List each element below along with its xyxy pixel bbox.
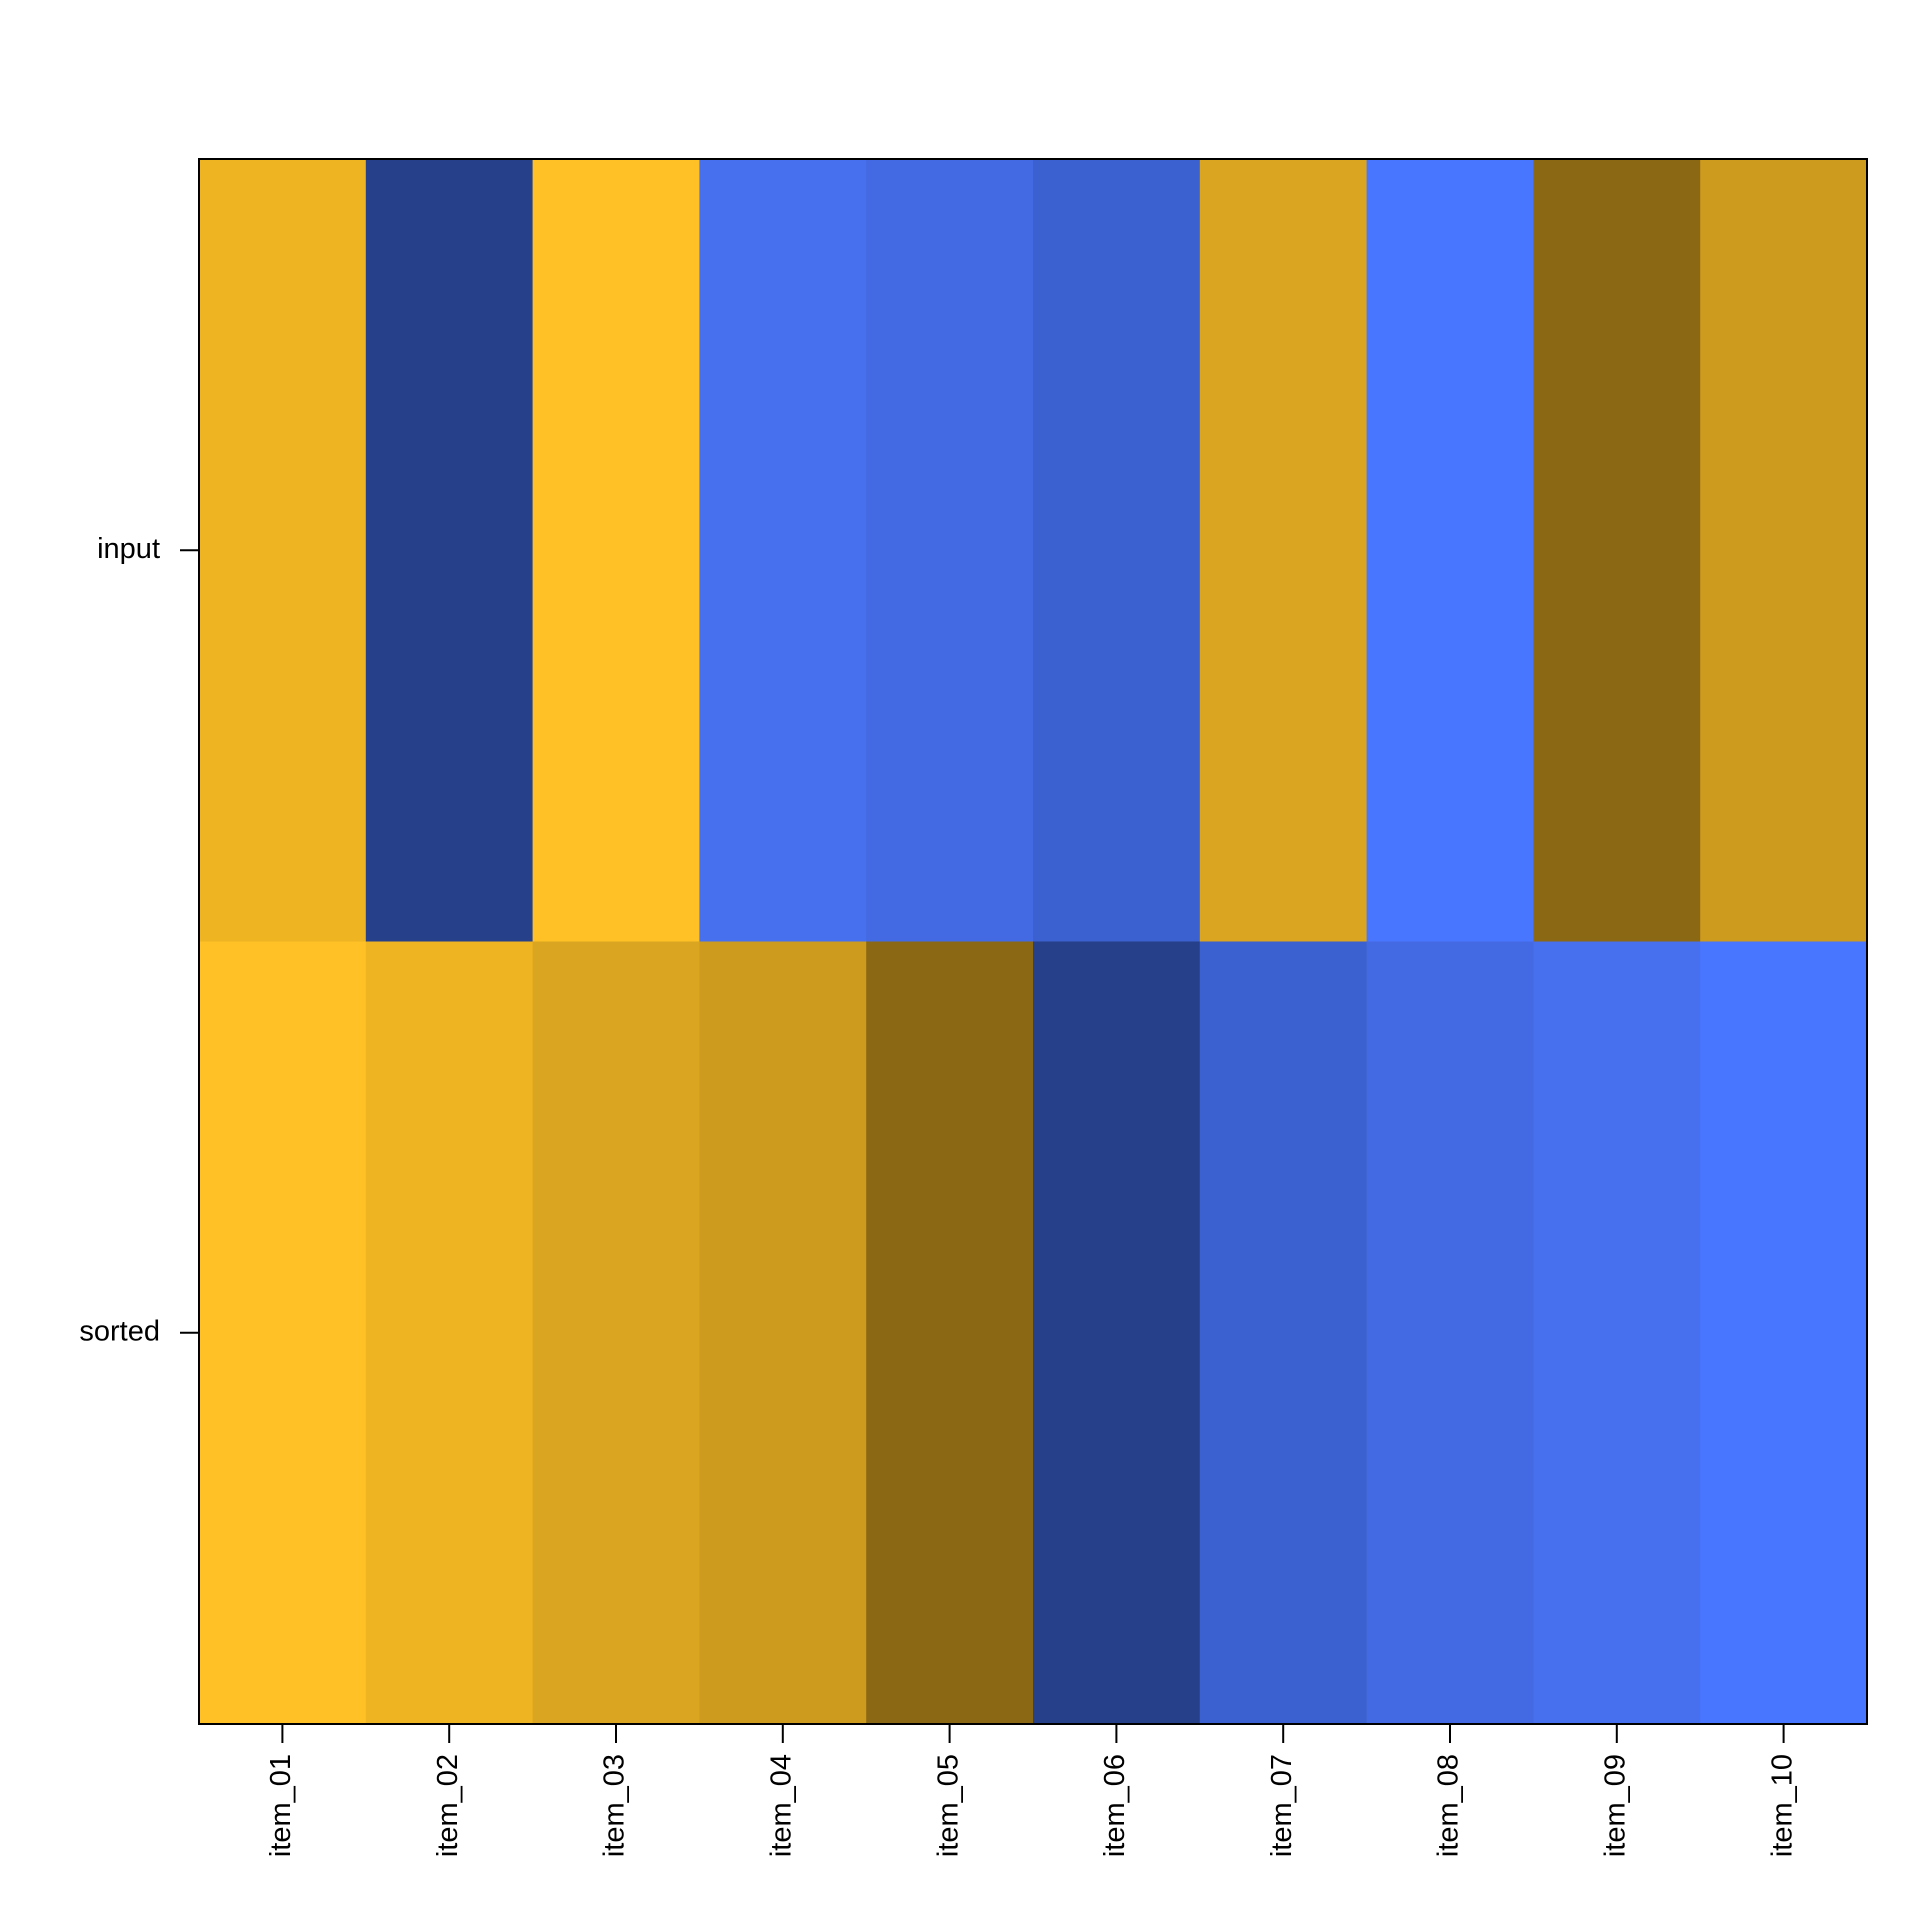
y-tick-label: sorted [79, 1315, 160, 1347]
x-tick-label: item_03 [599, 1754, 631, 1857]
plot-border [198, 158, 1868, 1725]
x-tick-label: item_05 [932, 1754, 964, 1857]
heatmap-cell [1366, 159, 1534, 942]
x-tick-label: item_09 [1599, 1754, 1631, 1857]
x-tick-label: item_01 [265, 1754, 297, 1857]
x-tick-label: item_07 [1266, 1754, 1298, 1857]
x-tick-label: item_04 [765, 1754, 797, 1857]
x-tick-label: item_10 [1766, 1754, 1798, 1857]
heatmap-cell [532, 159, 700, 942]
heatmap-cell [1366, 941, 1534, 1725]
heatmap-cell [532, 941, 700, 1725]
x-tick-label: item_02 [432, 1754, 464, 1857]
x-tick-label: item_08 [1433, 1754, 1465, 1857]
y-tick-label: input [97, 533, 160, 565]
heatmap-cell [365, 159, 534, 942]
heatmap-cell [1533, 159, 1701, 942]
heatmap-cell [1199, 159, 1368, 942]
x-tick-label: item_06 [1099, 1754, 1131, 1857]
heatmap-cell [1033, 941, 1201, 1725]
heatmap-cell [866, 941, 1034, 1725]
heatmap-cell [365, 941, 534, 1725]
heatmap-cell [699, 941, 867, 1725]
heatmap-cell [1199, 941, 1368, 1725]
heatmap-cell [199, 159, 367, 942]
heatmap-cell [1700, 941, 1868, 1725]
heatmap-cell [1033, 159, 1201, 942]
heatmap-cell [699, 159, 867, 942]
heatmap-cell [1533, 941, 1701, 1725]
heatmap-cell [866, 159, 1034, 942]
heatmap-cell [199, 941, 367, 1725]
heatmap-cell [1700, 159, 1868, 942]
